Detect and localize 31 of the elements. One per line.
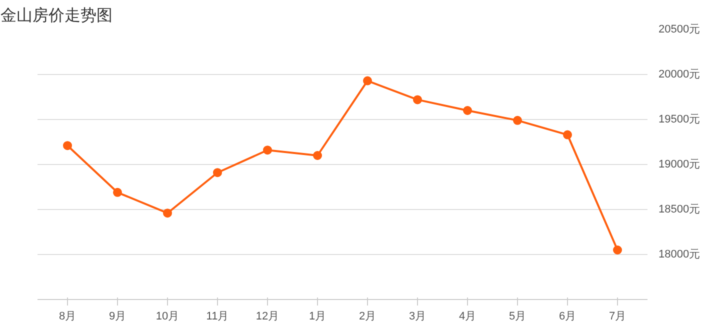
point <box>263 146 272 155</box>
point <box>513 116 522 125</box>
x-tick-label: 2月 <box>358 310 376 322</box>
point <box>563 130 572 140</box>
x-tick-label: 9月 <box>108 310 126 322</box>
point <box>113 188 122 197</box>
x-tick-label: 3月 <box>408 310 426 322</box>
y-tick-label: 20500元 <box>658 24 700 36</box>
point <box>313 151 322 160</box>
chart-title: 金山房价走势图 <box>0 6 112 24</box>
point <box>363 76 372 86</box>
x-tick-label: 11月 <box>206 310 229 322</box>
y-tick-label: 19000元 <box>658 158 700 170</box>
x-tick-label: 8月 <box>58 310 76 322</box>
y-tick-label: 18000元 <box>658 248 700 260</box>
x-tick-label: 10月 <box>156 310 180 322</box>
x-tick-label: 4月 <box>458 310 476 322</box>
x-tick-label: 1月 <box>308 310 326 322</box>
y-tick-label: 19500元 <box>658 114 700 126</box>
point <box>163 208 172 218</box>
x-tick-label: 7月 <box>608 310 626 322</box>
x-tick-label: 6月 <box>558 310 576 322</box>
x-tick-label: 12月 <box>256 310 280 322</box>
point <box>63 141 72 150</box>
point <box>213 168 222 178</box>
point <box>463 106 472 115</box>
y-tick-label: 20000元 <box>658 68 700 80</box>
point <box>413 95 422 104</box>
y-tick-label: 18500元 <box>658 204 700 216</box>
x-tick-label: 5月 <box>508 310 526 322</box>
point <box>613 246 622 254</box>
